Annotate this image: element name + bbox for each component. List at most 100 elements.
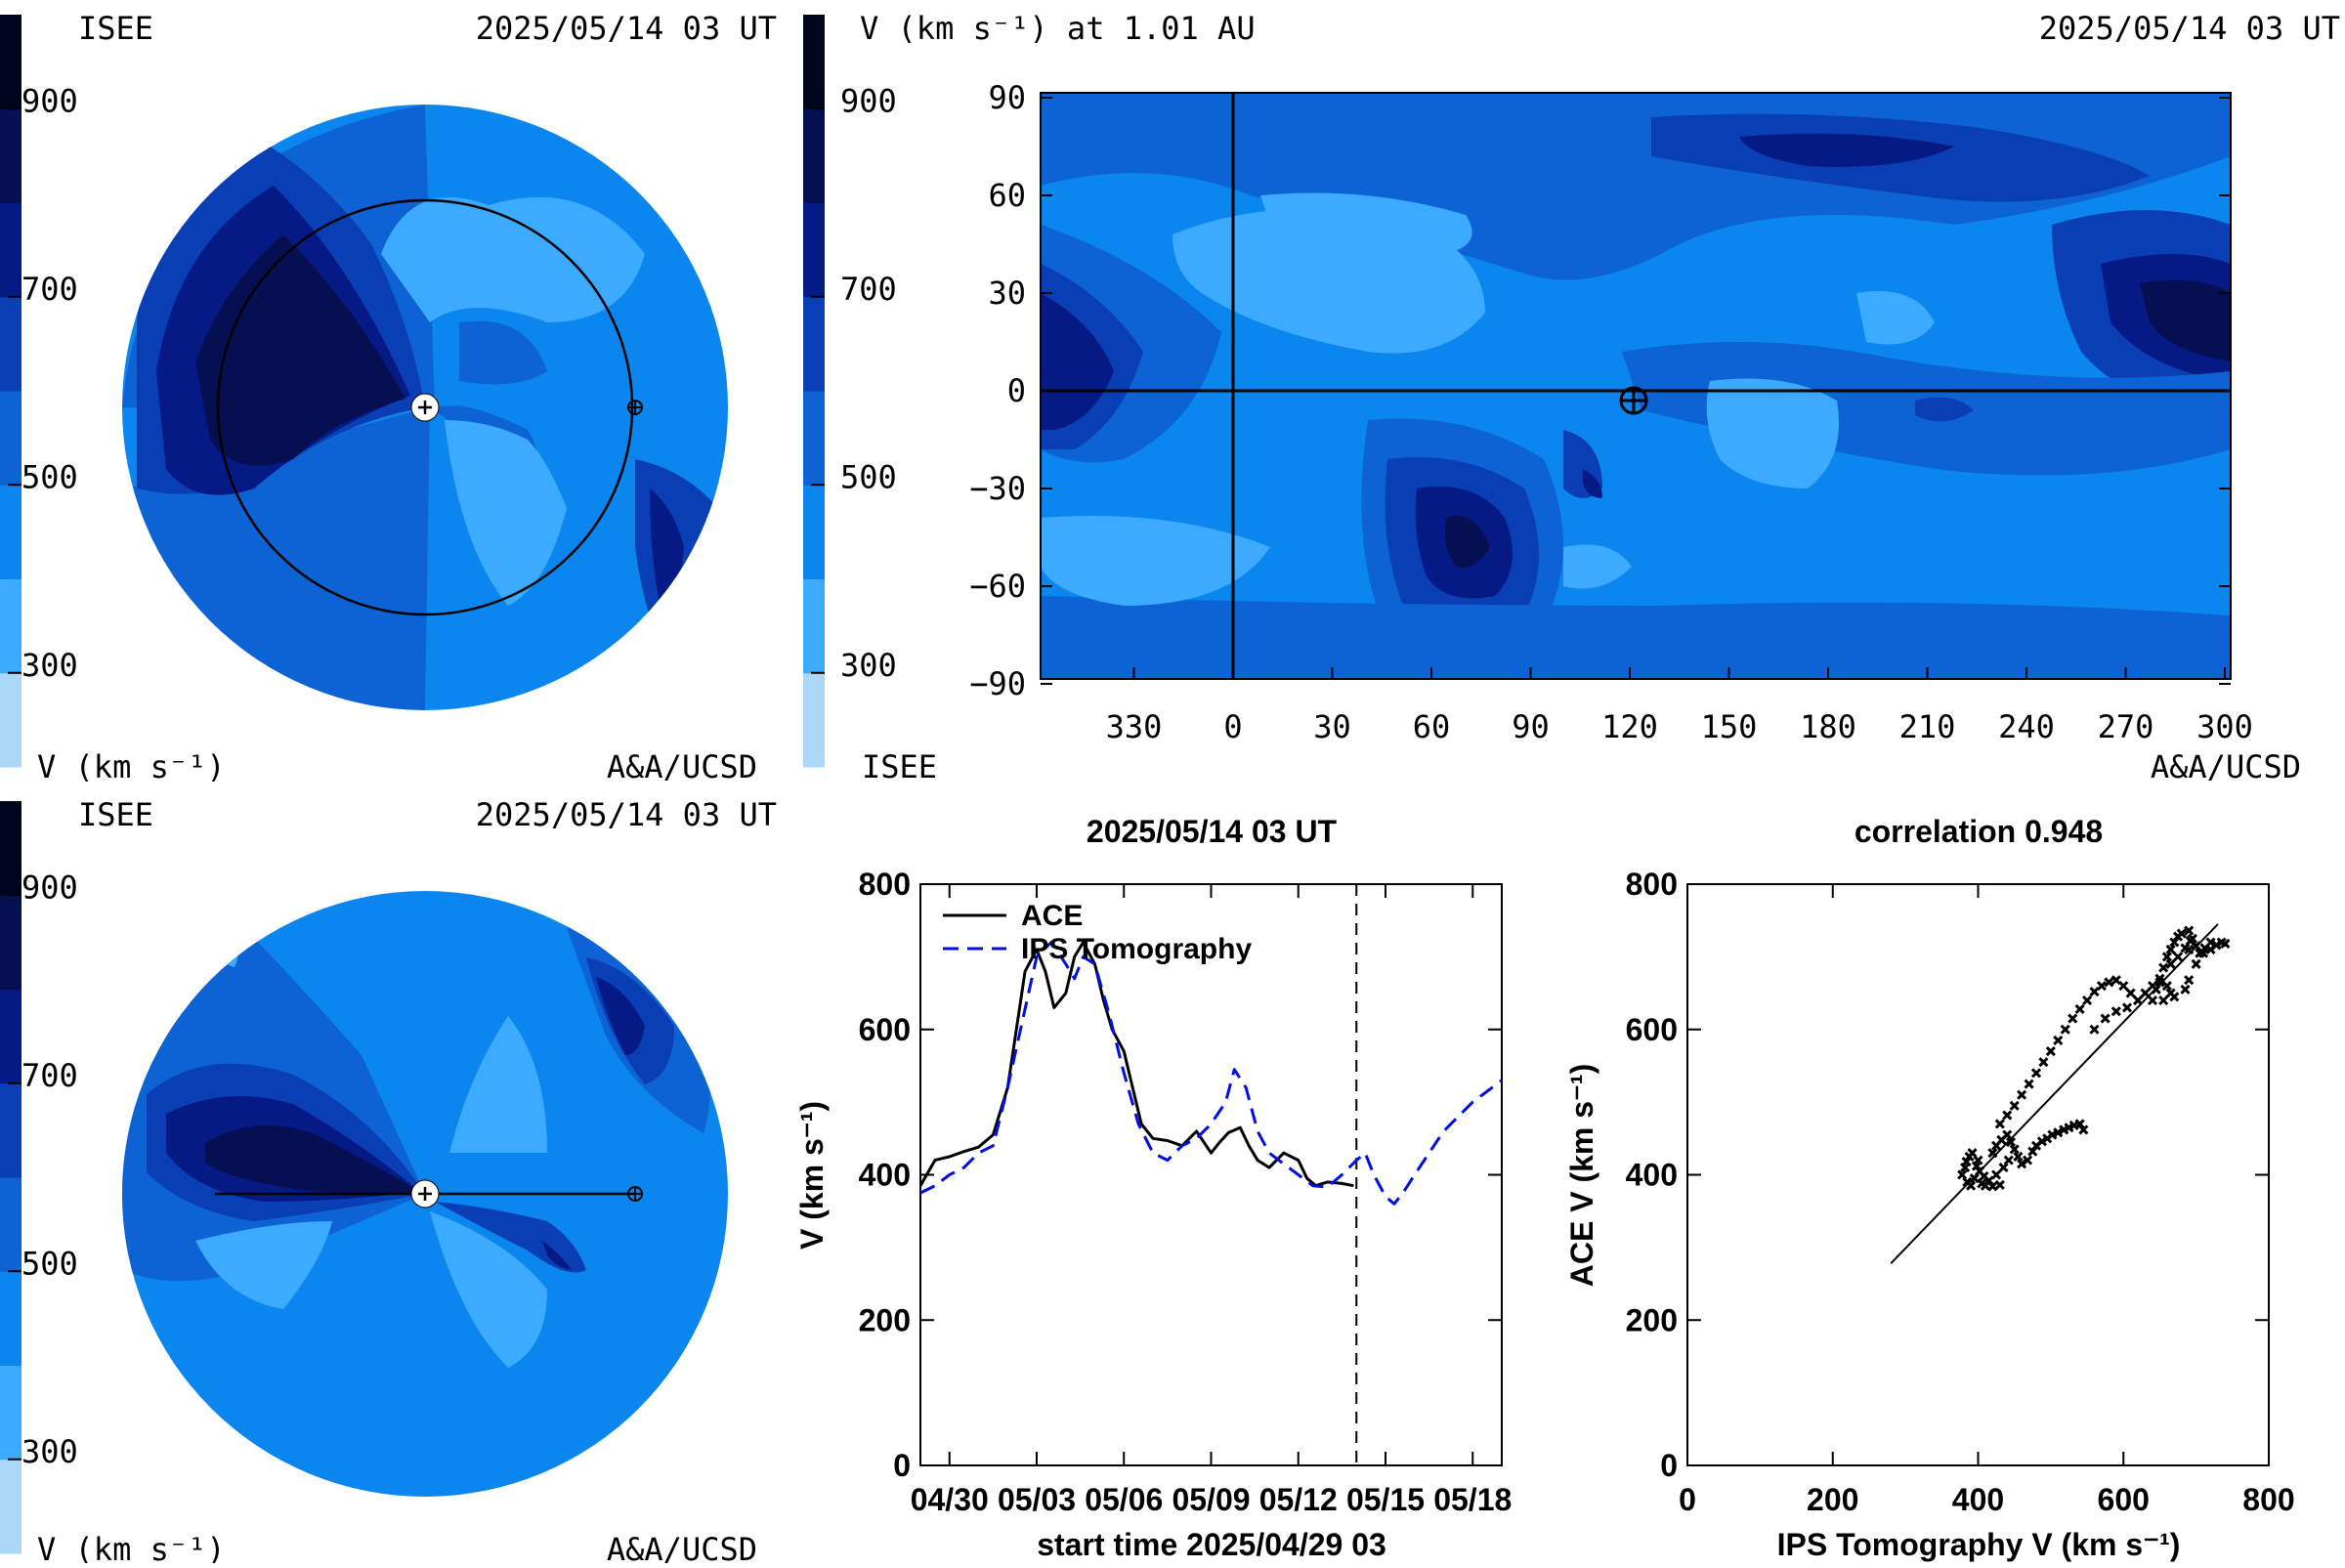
timeseries-x-tick-label: 05/12 [1259, 1482, 1338, 1517]
timeseries-y-tick-label: 800 [859, 867, 911, 902]
scatter-point-stroke [2100, 1013, 2110, 1024]
scatter-point-stroke [2017, 1159, 2027, 1169]
scatter-point-stroke [2191, 958, 2201, 969]
scatter-point [2158, 962, 2169, 973]
timeseries-title: 2025/05/14 03 UT [1087, 814, 1338, 849]
scatter-point [2125, 988, 2136, 998]
map-x-tick-label: 150 [1701, 708, 1758, 745]
scatter-point-stroke [2180, 943, 2191, 954]
colorbar-swatch [803, 672, 825, 768]
scatter-point [1987, 1148, 1998, 1159]
colorbar-tick-label: 700 [21, 271, 78, 308]
colorbar-swatch [0, 1365, 21, 1461]
scatter-point [2096, 981, 2107, 992]
colorbar-bottom-left: 900 700 500 300 [0, 801, 78, 1554]
colorbar-middle: 900 700 500 300 [803, 15, 897, 768]
scatter-point [1987, 1181, 1998, 1192]
timeseries-xlabel: start time 2025/04/29 03 [1037, 1527, 1386, 1562]
map-x-tick-label: 90 [1512, 708, 1550, 745]
ecliptic-unit: V (km s⁻¹) [37, 748, 226, 785]
scatter-point-stroke [2184, 975, 2195, 986]
timeseries-frame [919, 883, 1503, 1466]
colorbar-swatch [0, 485, 21, 579]
scatter-point-stroke [2184, 944, 2195, 954]
meridional-source: ISEE [78, 796, 153, 833]
meridional-panel: ISEE 2025/05/14 03 UT V (km s⁻¹) A&A/UCS… [37, 796, 777, 1568]
scatter-x-tick-label: 0 [1679, 1482, 1696, 1517]
scatter-point-stroke [2185, 935, 2196, 947]
scatter-point-stroke [2024, 1079, 2034, 1089]
meridional-credit: A&A/UCSD [607, 1531, 757, 1563]
scatter-point-stroke [2169, 937, 2180, 948]
map-panel: V (km s⁻¹) at 1.01 AU 2025/05/14 03 UT I… [860, 10, 2340, 785]
scatter-point-stroke [2036, 1136, 2048, 1147]
scatter-point [2089, 987, 2100, 997]
ecliptic-date: 2025/05/14 03 UT [476, 10, 777, 47]
scatter-point [2024, 1079, 2034, 1089]
map-x-tick-label: 0 [1223, 708, 1242, 745]
scatter-point-stroke [2074, 1119, 2085, 1129]
colorbar-tick-label: 300 [840, 647, 897, 684]
scatter-title: correlation 0.948 [1855, 814, 2103, 849]
scatter-point-stroke [1957, 1169, 1968, 1180]
scatter-point [1991, 1169, 2002, 1180]
ecliptic-panel: ISEE 2025/05/14 03 UT V (km s⁻¹) A&A/UCS… [37, 10, 777, 785]
map-x-tick-label: 240 [1998, 708, 2055, 745]
scatter-point-stroke [2089, 1024, 2100, 1035]
colorbar-tick-label: 700 [840, 271, 897, 308]
scatter-point-stroke [1991, 1169, 2002, 1180]
timeseries-x-tick-label: 05/06 [1085, 1482, 1163, 1517]
scatter-point [2169, 937, 2180, 948]
map-x-tick-label: 330 [1106, 708, 1163, 745]
colorbar-swatch [0, 1082, 21, 1178]
colorbar-tick-label: 900 [840, 82, 897, 119]
timeseries-x-tick-label: 05/09 [1172, 1482, 1250, 1517]
scatter-point-stroke [2068, 1013, 2078, 1024]
colorbar-tick-label: 900 [21, 869, 78, 906]
scatter-point [2045, 1046, 2056, 1057]
scatter-point-stroke [2158, 995, 2169, 1006]
scatter-point [2154, 973, 2165, 984]
scatter-point-stroke [2082, 995, 2093, 1006]
scatter-point-stroke [2038, 1057, 2049, 1068]
scatter-x-tick-label: 400 [1952, 1482, 2004, 1517]
map-y-tick-label: 30 [988, 275, 1026, 312]
scatter-point [2158, 995, 2169, 1006]
scatter-point [2184, 944, 2195, 954]
colorbar-swatch [0, 202, 21, 298]
map-frame [1040, 92, 2232, 680]
scatter-point [2133, 995, 2144, 1006]
ecliptic-credit: A&A/UCSD [607, 748, 757, 785]
scatter-point-stroke [2161, 981, 2172, 992]
scatter-point-stroke [2169, 992, 2180, 1002]
scatter-point-stroke [2110, 1006, 2121, 1017]
timeseries-chart: 2025/05/14 03 UT 0 200 400 600 800 04/30 05/03… [794, 814, 1512, 1562]
timeseries-x-tick-label: 05/03 [998, 1482, 1076, 1517]
scatter-point-stroke [2078, 1124, 2089, 1135]
scatter-point-stroke [1994, 1119, 2005, 1129]
scatter-point [2110, 1006, 2121, 1017]
scatter-point [2169, 992, 2180, 1002]
scatter-point [2176, 928, 2187, 939]
timeseries-y-tick-label: 400 [859, 1158, 911, 1193]
scatter-x-tick-label: 800 [2242, 1482, 2294, 1517]
scatter-point [2198, 948, 2209, 958]
scatter-point-stroke [2060, 1024, 2070, 1035]
colorbar-tick-label: 500 [21, 1245, 78, 1282]
scatter-point [2038, 1057, 2049, 1068]
scatter-point [2121, 1002, 2133, 1013]
scatter-point [2013, 1151, 2024, 1162]
timeseries-series [920, 884, 1502, 1465]
colorbar-swatch [0, 672, 21, 768]
scatter-point-stroke [2074, 1003, 2085, 1014]
scatter-point-stroke [2002, 1129, 2013, 1140]
map-x-tick-label: 180 [1800, 708, 1856, 745]
scatter-point-stroke [1998, 1163, 2009, 1173]
scatter-point [2184, 975, 2195, 986]
scatter-point-stroke [2104, 977, 2114, 988]
scatter-point-stroke [1994, 1179, 2005, 1190]
scatter-point [2104, 977, 2114, 988]
earth-icon [1619, 386, 1648, 415]
scatter-point [2161, 952, 2172, 962]
